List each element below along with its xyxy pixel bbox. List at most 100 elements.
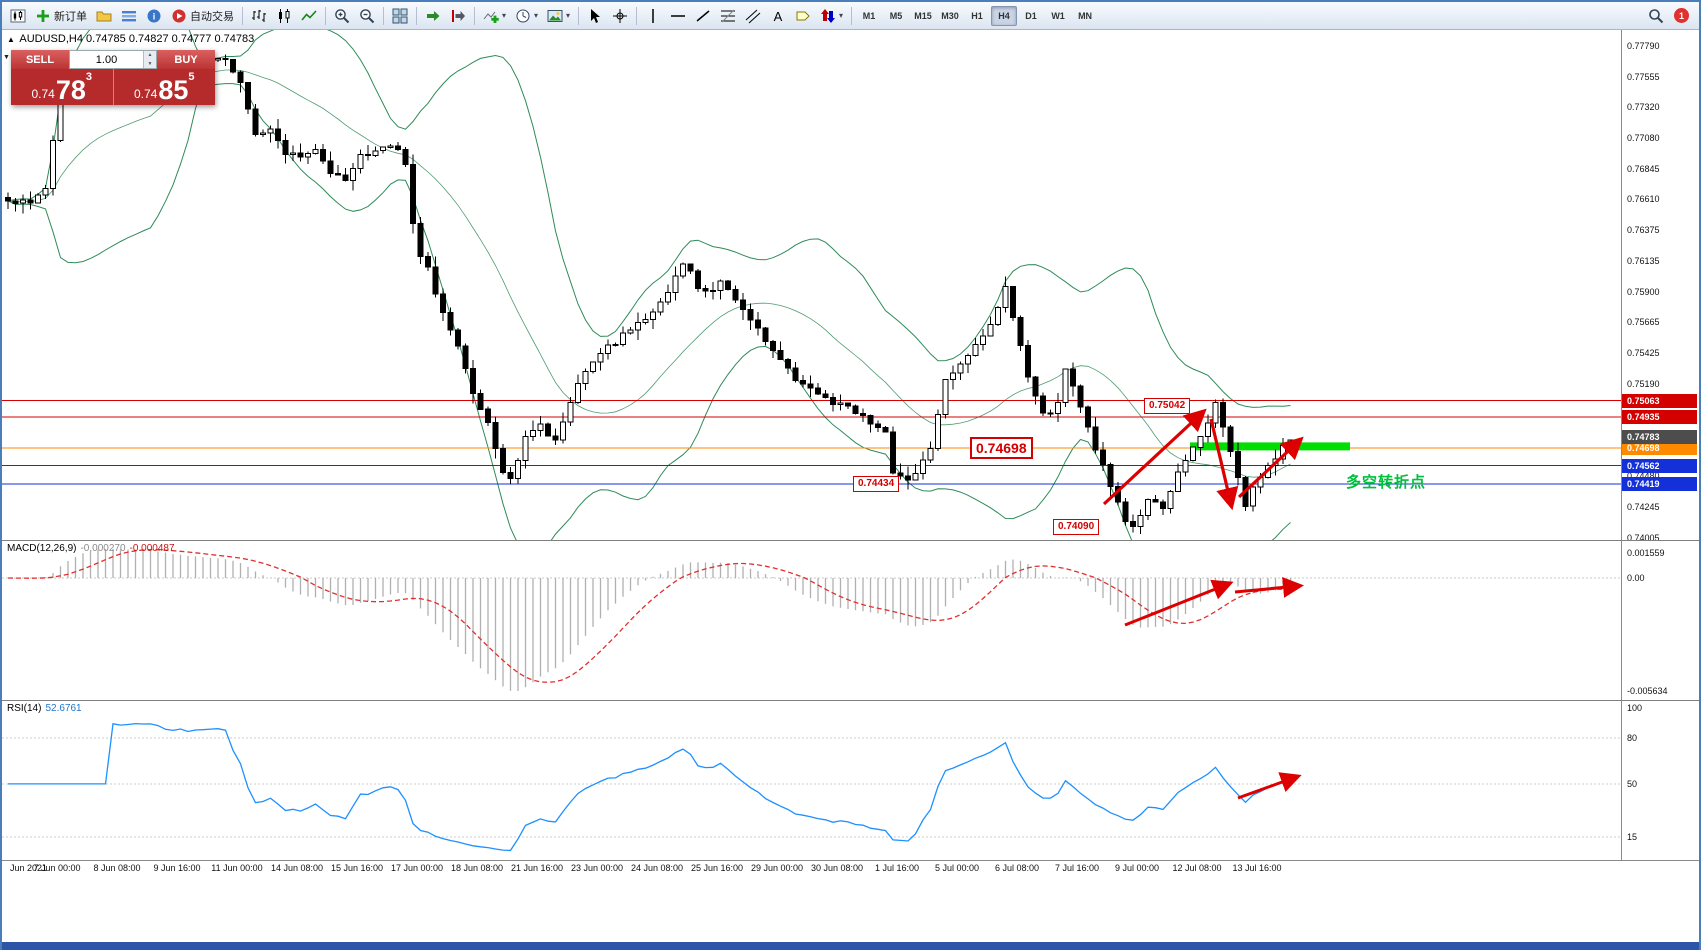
- autotrading-button[interactable]: 自动交易: [167, 5, 238, 27]
- timeframe-h1-button[interactable]: H1: [964, 6, 990, 26]
- date-label: 5 Jul 00:00: [935, 863, 979, 873]
- market-watch-button[interactable]: [117, 5, 141, 27]
- fibonacci-button[interactable]: [716, 5, 740, 27]
- date-axis[interactable]: Jun 20217 Jun 00:008 Jun 08:009 Jun 16:0…: [2, 860, 1699, 876]
- chart-shift-button[interactable]: [446, 5, 470, 27]
- buy-button[interactable]: BUY: [157, 50, 215, 69]
- horizontal-line-button[interactable]: [666, 5, 690, 27]
- date-label: 7 Jul 16:00: [1055, 863, 1099, 873]
- rsi-canvas[interactable]: [2, 701, 1621, 861]
- rsi-axis[interactable]: 100805015: [1621, 701, 1699, 860]
- bar-chart-icon: [251, 8, 267, 24]
- arrows-tool-button[interactable]: ▾: [816, 5, 847, 27]
- new-order-icon: [35, 8, 51, 24]
- volume-box: ▲ ▼: [69, 50, 157, 69]
- date-label: 1 Jul 16:00: [875, 863, 919, 873]
- candle-chart-button[interactable]: [272, 5, 296, 27]
- timeframe-w1-button[interactable]: W1: [1045, 6, 1071, 26]
- timeframe-m30-button[interactable]: M30: [937, 6, 963, 26]
- date-label: 15 Jun 16:00: [331, 863, 383, 873]
- timeframe-m1-button[interactable]: M1: [856, 6, 882, 26]
- timeframe-m5-button[interactable]: M5: [883, 6, 909, 26]
- notification-badge[interactable]: 1: [1674, 8, 1689, 23]
- periods-button[interactable]: ▾: [511, 5, 542, 27]
- cursor-button[interactable]: [583, 5, 607, 27]
- text-label-button[interactable]: [791, 5, 815, 27]
- date-label: 14 Jun 08:00: [271, 863, 323, 873]
- market-watch-icon: [121, 8, 137, 24]
- date-label: 11 Jun 00:00: [211, 863, 262, 873]
- toolbar-separator: [578, 7, 579, 25]
- timeframe-d1-button[interactable]: D1: [1018, 6, 1044, 26]
- macd-canvas[interactable]: [2, 541, 1621, 701]
- tile-windows-button[interactable]: [388, 5, 412, 27]
- price-axis[interactable]: 0.777900.775550.773200.770800.768450.766…: [1621, 30, 1699, 540]
- rsi-tick: 100: [1627, 703, 1642, 713]
- tile-windows-icon: [392, 8, 408, 24]
- buy-price[interactable]: 0.74 85 5: [114, 69, 216, 105]
- macd-axis[interactable]: 0.0015590.00-0.005634: [1621, 541, 1699, 700]
- channel-icon: [745, 8, 761, 24]
- profiles-icon: [96, 8, 112, 24]
- date-label: 8 Jun 08:00: [93, 863, 140, 873]
- sell-button[interactable]: SELL: [11, 50, 69, 69]
- search-button[interactable]: [1644, 5, 1668, 27]
- new-chart-button[interactable]: [6, 5, 30, 27]
- svg-text:i: i: [153, 11, 156, 21]
- zoom-in-button[interactable]: [330, 5, 354, 27]
- window-bottom-edge: [2, 942, 1699, 950]
- search-icon: [1648, 8, 1664, 24]
- price-callout[interactable]: 0.74434: [853, 476, 899, 492]
- symbol-ohlc-values: 0.74785 0.74827 0.74777 0.74783: [86, 33, 254, 45]
- svg-text:A: A: [774, 9, 783, 24]
- price-tick: 0.75900: [1627, 287, 1660, 297]
- fibonacci-icon: [720, 8, 736, 24]
- bar-chart-button[interactable]: [247, 5, 271, 27]
- date-label: 25 Jun 16:00: [691, 863, 743, 873]
- volume-input[interactable]: [70, 51, 143, 68]
- rsi-label: RSI(14)52.6761: [7, 703, 82, 714]
- vertical-line-button[interactable]: [641, 5, 665, 27]
- main-chart-canvas[interactable]: [2, 30, 1621, 540]
- profiles-button[interactable]: [92, 5, 116, 27]
- annotation-text[interactable]: 多空转折点: [1346, 471, 1426, 492]
- price-tick: 0.76135: [1627, 256, 1660, 266]
- main-chart-panel: 0.777900.775550.773200.770800.768450.766…: [2, 30, 1699, 540]
- timeframe-mn-button[interactable]: MN: [1072, 6, 1098, 26]
- autotrading-icon: [171, 8, 187, 24]
- auto-scroll-button[interactable]: [421, 5, 445, 27]
- channel-button[interactable]: [741, 5, 765, 27]
- trendline-button[interactable]: [691, 5, 715, 27]
- volume-down-icon[interactable]: ▼: [144, 60, 156, 69]
- new-order-button[interactable]: 新订单: [31, 5, 91, 27]
- sell-price[interactable]: 0.74 78 3: [11, 69, 114, 105]
- price-callout[interactable]: 0.75042: [1144, 398, 1190, 414]
- vertical-line-icon: [645, 8, 661, 24]
- zoom-in-icon: [334, 8, 350, 24]
- indicators-button[interactable]: ▾: [479, 5, 510, 27]
- line-chart-button[interactable]: [297, 5, 321, 27]
- horizontal-line-icon: [670, 8, 686, 24]
- toolbar-separator: [636, 7, 637, 25]
- line-chart-icon: [301, 8, 317, 24]
- data-window-button[interactable]: i: [142, 5, 166, 27]
- volume-up-icon[interactable]: ▲: [144, 51, 156, 60]
- zoom-out-button[interactable]: [355, 5, 379, 27]
- date-label: 9 Jun 16:00: [153, 863, 200, 873]
- timeframe-h4-button[interactable]: H4: [991, 6, 1017, 26]
- date-label: 12 Jul 08:00: [1172, 863, 1221, 873]
- chevron-down-icon: ▾: [839, 11, 843, 20]
- date-label: 7 Jun 00:00: [33, 863, 80, 873]
- periods-icon: [515, 8, 531, 24]
- macd-tick: -0.005634: [1627, 686, 1668, 696]
- quote-collapse-icon[interactable]: ▼: [3, 54, 10, 61]
- date-label: 30 Jun 08:00: [811, 863, 863, 873]
- toolbar-separator: [242, 7, 243, 25]
- symbol-marker-icon: ▲: [7, 35, 15, 44]
- crosshair-button[interactable]: [608, 5, 632, 27]
- templates-button[interactable]: ▾: [543, 5, 574, 27]
- price-callout[interactable]: 0.74090: [1053, 519, 1099, 535]
- text-button[interactable]: A: [766, 5, 790, 27]
- price-callout[interactable]: 0.74698: [970, 437, 1033, 459]
- timeframe-m15-button[interactable]: M15: [910, 6, 936, 26]
